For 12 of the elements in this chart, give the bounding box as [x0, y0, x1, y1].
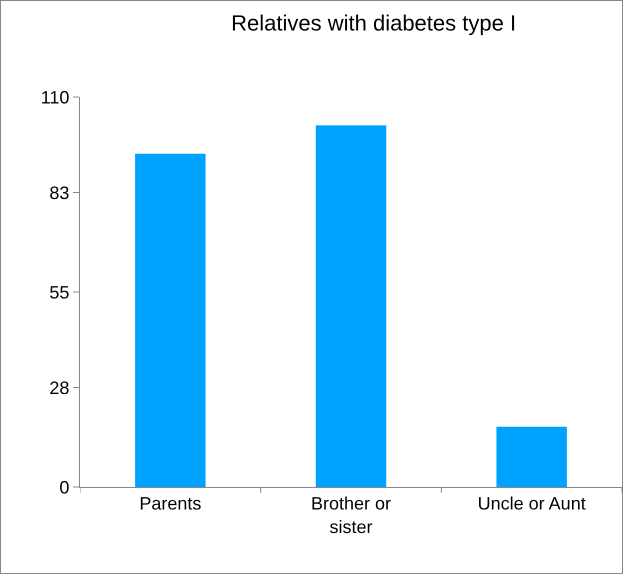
- bar: [316, 125, 386, 487]
- y-tick-label: 83: [49, 183, 70, 204]
- y-tick-label: 28: [49, 378, 70, 398]
- chart-title: Relatives with diabetes type I: [231, 10, 516, 36]
- bar: [135, 154, 206, 487]
- y-tick-label: 110: [40, 87, 70, 108]
- x-tick-label: Uncle or Aunt: [478, 494, 586, 514]
- x-tick-label: Brother or sister: [310, 494, 392, 537]
- y-tick-label: 0: [59, 477, 70, 498]
- y-tick-label: 55: [49, 282, 70, 302]
- bar: [496, 426, 567, 487]
- x-tick-label: Parents: [139, 494, 202, 514]
